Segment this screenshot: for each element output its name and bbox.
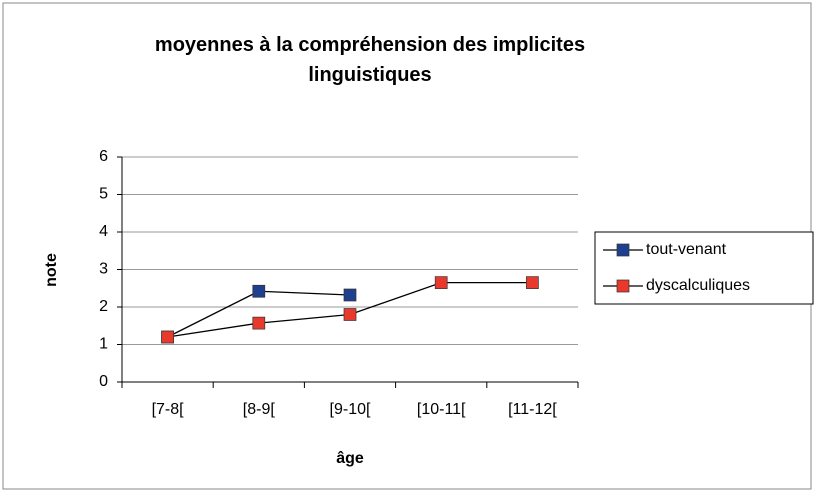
x-tick-label: [11-12[ bbox=[508, 401, 557, 418]
data-point bbox=[252, 316, 266, 330]
legend-marker bbox=[616, 243, 630, 257]
chart-title: moyennes à la compréhension des implicit… bbox=[154, 34, 586, 86]
y-tick-label: 2 bbox=[99, 298, 108, 315]
data-point bbox=[252, 284, 266, 298]
x-tick-label: [10-11[ bbox=[417, 401, 466, 418]
x-axis-label: âge bbox=[336, 450, 364, 467]
y-tick-label: 3 bbox=[99, 261, 108, 278]
x-tick-label: [9-10[ bbox=[330, 401, 371, 418]
legend-label: tout-venant bbox=[646, 241, 727, 258]
y-tick-label: 4 bbox=[99, 223, 108, 240]
legend-marker bbox=[616, 279, 630, 293]
y-tick-label: 0 bbox=[99, 373, 108, 390]
y-tick-label: 5 bbox=[99, 186, 108, 203]
data-point bbox=[434, 276, 448, 289]
data-point bbox=[343, 308, 357, 321]
y-tick-label: 1 bbox=[99, 336, 108, 353]
data-point bbox=[161, 330, 174, 344]
y-tick-label: 6 bbox=[99, 148, 108, 165]
legend-label: dyscalculiques bbox=[646, 277, 750, 294]
data-point bbox=[526, 276, 539, 289]
legend-box bbox=[594, 231, 814, 305]
x-tick-label: [8-9[ bbox=[243, 401, 276, 418]
x-tick-label: [7-8[ bbox=[152, 401, 185, 418]
data-point bbox=[343, 288, 357, 302]
y-axis-label: note bbox=[43, 253, 60, 287]
